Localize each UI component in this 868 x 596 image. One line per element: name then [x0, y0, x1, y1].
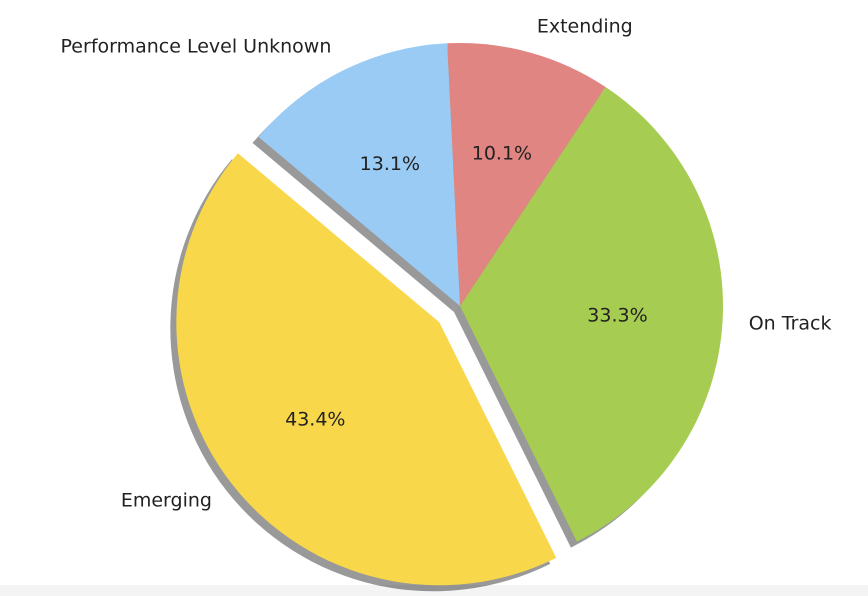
slice-label: On Track [749, 313, 832, 335]
value-label: 43.4% [285, 408, 345, 430]
slice [460, 86, 723, 542]
slice [447, 43, 606, 306]
slice [176, 153, 557, 586]
slice-label: Extending [537, 16, 633, 38]
label-layer: Emerging 43.4% On Track 33.3% Extending 10.1%… [61, 16, 832, 512]
slice [258, 43, 460, 306]
value-label: 10.1% [472, 142, 532, 164]
value-label: 13.1% [360, 153, 420, 175]
slice-label: Emerging [121, 490, 212, 512]
value-label: 33.3% [587, 304, 647, 326]
slice-label: Performance Level Unknown [61, 35, 332, 57]
slice-layer [176, 43, 723, 586]
